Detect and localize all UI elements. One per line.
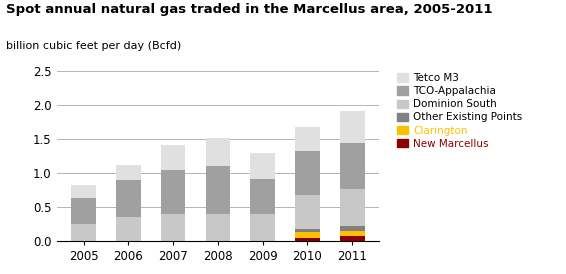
Bar xyxy=(295,195,320,229)
Bar xyxy=(340,231,365,236)
Bar xyxy=(71,198,96,224)
Bar xyxy=(205,214,230,241)
Bar xyxy=(116,217,141,241)
Bar xyxy=(161,214,186,241)
Text: Spot annual natural gas traded in the Marcellus area, 2005-2011: Spot annual natural gas traded in the Ma… xyxy=(6,3,492,16)
Bar xyxy=(340,236,365,241)
Bar xyxy=(295,229,320,232)
Bar xyxy=(250,179,275,214)
Bar xyxy=(295,151,320,195)
Bar xyxy=(161,145,186,170)
Bar xyxy=(340,111,365,142)
Bar xyxy=(161,170,186,214)
Bar xyxy=(205,166,230,214)
Bar xyxy=(116,165,141,180)
Bar xyxy=(295,127,320,151)
Bar xyxy=(295,238,320,241)
Bar xyxy=(340,142,365,189)
Bar xyxy=(205,138,230,166)
Bar xyxy=(250,214,275,241)
Bar xyxy=(250,153,275,179)
Bar xyxy=(71,185,96,198)
Bar xyxy=(295,232,320,238)
Bar xyxy=(340,226,365,231)
Text: billion cubic feet per day (Bcfd): billion cubic feet per day (Bcfd) xyxy=(6,41,181,51)
Legend: Tetco M3, TCO-Appalachia, Dominion South, Other Existing Points, Clarington, New: Tetco M3, TCO-Appalachia, Dominion South… xyxy=(397,73,522,149)
Bar xyxy=(340,189,365,226)
Bar xyxy=(71,224,96,241)
Bar xyxy=(116,180,141,217)
